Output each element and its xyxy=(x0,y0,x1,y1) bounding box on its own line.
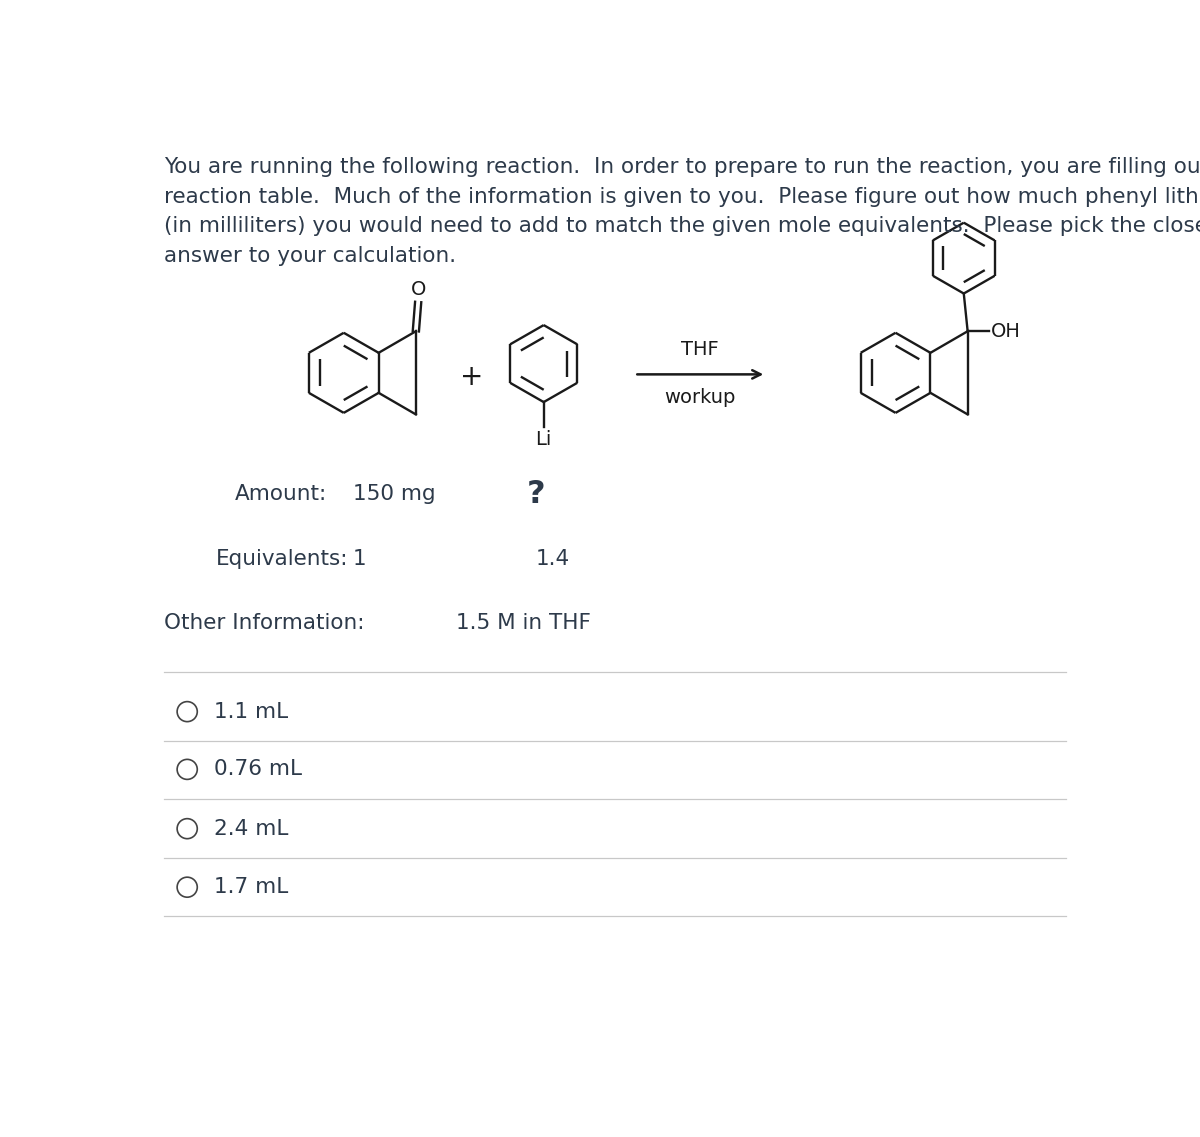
Text: 0.76 mL: 0.76 mL xyxy=(214,760,301,779)
Text: Li: Li xyxy=(535,430,552,449)
Text: 2.4 mL: 2.4 mL xyxy=(214,819,288,839)
Text: O: O xyxy=(410,280,426,299)
Text: 1.5 M in THF: 1.5 M in THF xyxy=(456,613,592,633)
Text: Amount:: Amount: xyxy=(235,484,328,505)
Text: 1.7 mL: 1.7 mL xyxy=(214,877,288,897)
Text: Other Information:: Other Information: xyxy=(164,613,365,633)
Text: THF: THF xyxy=(682,340,719,359)
Text: +: + xyxy=(460,363,484,391)
Text: 1: 1 xyxy=(353,549,367,570)
Text: ?: ? xyxy=(527,479,545,511)
Text: 1.1 mL: 1.1 mL xyxy=(214,702,288,722)
Text: 1.4: 1.4 xyxy=(536,549,570,570)
Text: workup: workup xyxy=(665,388,736,407)
Text: You are running the following reaction.  In order to prepare to run the reaction: You are running the following reaction. … xyxy=(164,157,1200,266)
Text: OH: OH xyxy=(991,322,1021,341)
Text: 150 mg: 150 mg xyxy=(353,484,436,505)
Text: Equivalents:: Equivalents: xyxy=(216,549,348,570)
